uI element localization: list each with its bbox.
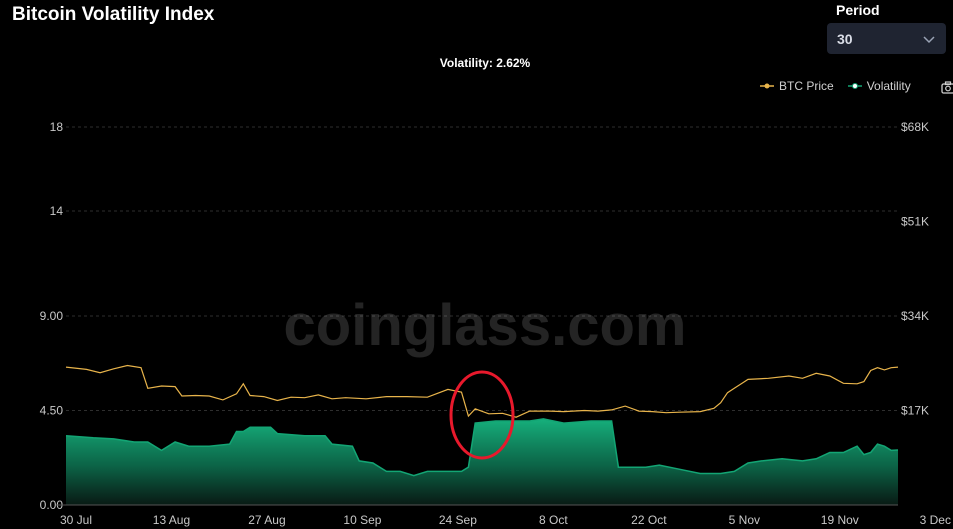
period-label: Period [836,2,880,18]
series-volatility-area [66,418,898,505]
series-btc-price-line [65,364,899,418]
x-tick-label: 19 Nov [821,513,859,527]
x-tick-label: 10 Sep [343,513,381,527]
camera-icon[interactable] [941,80,953,94]
chart-watermark: coinglass.com [284,293,687,358]
y-left-tick-label: 9.00 [40,309,64,323]
annotation-circle [449,370,515,460]
y-left-tick-label: 14 [50,204,64,218]
period-select[interactable]: 30 [827,23,946,54]
y-left-tick-label: 0.00 [40,498,64,512]
y-right-tick-label: $34K [901,309,929,323]
x-tick-label: 22 Oct [631,513,667,527]
y-right-tick-label: $17K [901,404,929,418]
legend-swatch-volatility [847,83,862,89]
page-title: Bitcoin Volatility Index [12,4,215,25]
x-tick-label: 8 Oct [539,513,568,527]
x-tick-label: 27 Aug [248,513,285,527]
x-tick-label: 13 Aug [153,513,190,527]
legend-swatch-btc-price [760,83,774,89]
y-right-tick-label: $68K [901,120,929,134]
series-volatility-line [65,418,899,477]
y-right-tick-label: $51K [901,215,929,229]
x-tick-label: 24 Sep [439,513,477,527]
x-tick-label: 30 Jul [60,513,92,527]
volatility-readout: Volatility: 2.62% [439,56,531,70]
y-left-tick-label: 4.50 [40,404,64,418]
chevron-down-icon [923,35,935,43]
x-tick-label: 5 Nov [729,513,760,527]
chart-legend: BTC Price Volatility [760,79,911,93]
legend-item-volatility[interactable]: Volatility [847,79,911,93]
legend-label-volatility: Volatility [866,79,911,93]
period-value: 30 [837,30,853,47]
x-tick-label: 3 Dec [920,513,951,527]
legend-item-btc-price[interactable]: BTC Price [760,79,834,93]
y-left-tick-label: 18 [50,120,64,134]
legend-label-btc-price: BTC Price [779,79,834,93]
